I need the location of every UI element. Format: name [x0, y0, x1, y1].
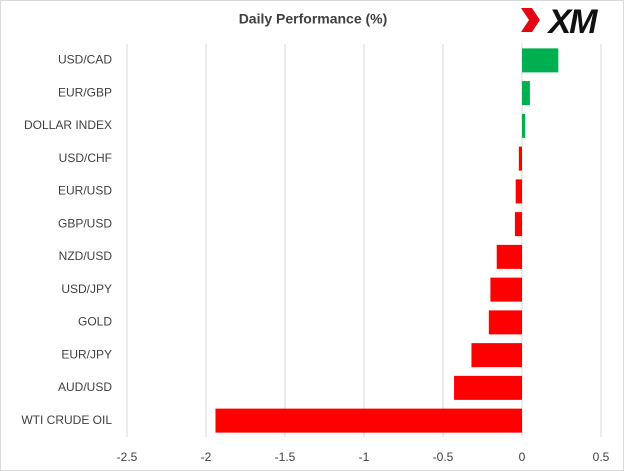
y-tick-label: DOLLAR INDEX	[24, 118, 112, 132]
bar	[215, 408, 523, 433]
bar	[488, 310, 522, 335]
bar	[496, 244, 522, 269]
bar	[471, 343, 522, 368]
y-tick-label: USD/CHF	[59, 151, 112, 165]
x-tick-label: 0	[519, 450, 526, 464]
y-tick-label: WTI CRUDE OIL	[21, 413, 112, 427]
x-tick-label: 0.5	[593, 450, 610, 464]
y-tick-label: EUR/USD	[58, 184, 112, 198]
x-tick-label: -2.5	[117, 450, 138, 464]
bar	[522, 48, 559, 73]
y-tick-label: USD/CAD	[58, 53, 112, 67]
chart-title: Daily Performance (%)	[239, 11, 388, 27]
y-tick-label: GBP/USD	[58, 216, 112, 230]
bar	[522, 113, 526, 138]
y-tick-label: GOLD	[78, 315, 112, 329]
x-tick-label: -0.5	[433, 450, 454, 464]
bar	[515, 179, 522, 204]
y-tick-label: NZD/USD	[59, 249, 113, 263]
logo-text: XM	[547, 3, 599, 41]
y-tick-label: USD/JPY	[61, 282, 112, 296]
y-tick-label: AUD/USD	[58, 380, 112, 394]
y-tick-label: EUR/JPY	[61, 347, 112, 361]
x-tick-label: -1.5	[275, 450, 296, 464]
x-tick-label: -2	[201, 450, 212, 464]
logo: XM	[521, 3, 600, 41]
bar	[522, 81, 530, 106]
bar	[454, 375, 522, 400]
bar	[518, 146, 522, 171]
bar	[490, 277, 522, 302]
logo-mark	[521, 8, 540, 32]
y-tick-label: EUR/GBP	[58, 85, 112, 99]
x-tick-label: -1	[359, 450, 370, 464]
bar	[514, 212, 522, 237]
